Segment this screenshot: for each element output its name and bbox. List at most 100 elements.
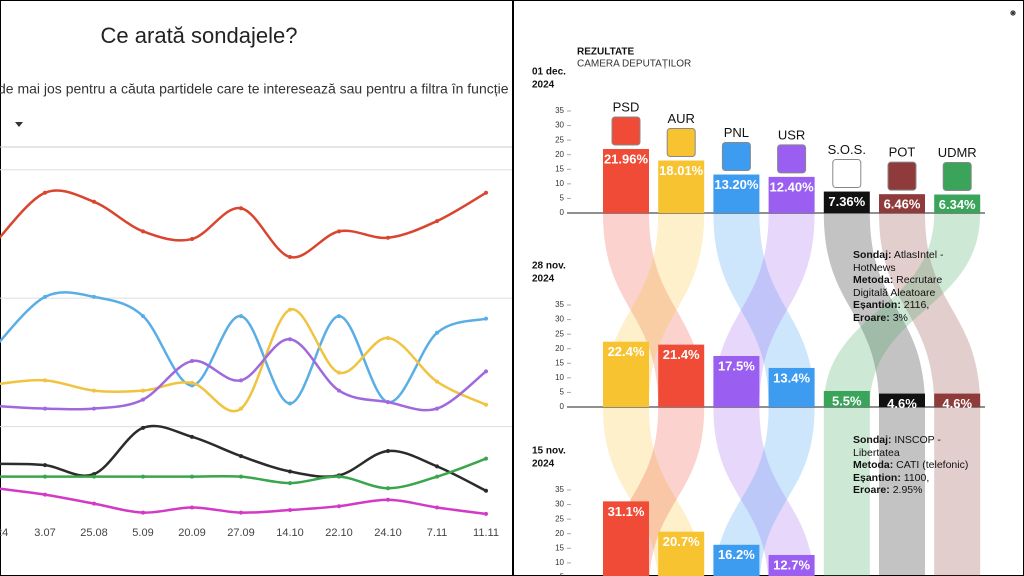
value-label: 17.5% bbox=[718, 358, 755, 373]
value-label: 18.01% bbox=[659, 163, 704, 178]
bar bbox=[768, 176, 815, 213]
bar bbox=[934, 194, 981, 213]
value-label: 4.6% bbox=[887, 396, 917, 411]
point bbox=[190, 474, 194, 479]
party-label: S.O.S. bbox=[828, 142, 866, 157]
point bbox=[92, 294, 96, 299]
y-tick-label: 10 bbox=[555, 373, 564, 382]
note-line: Eroare: 3% bbox=[853, 312, 971, 325]
point bbox=[288, 401, 292, 406]
point bbox=[386, 486, 390, 491]
point bbox=[141, 314, 145, 319]
point bbox=[141, 425, 145, 430]
note-text: 2116, bbox=[903, 299, 930, 312]
date-label: 15 nov. bbox=[532, 446, 566, 457]
dropdown-arrow[interactable] bbox=[15, 122, 23, 127]
bar bbox=[603, 149, 649, 213]
party-label: UDMR bbox=[938, 145, 977, 160]
point bbox=[435, 219, 439, 224]
point bbox=[484, 511, 488, 516]
value-label: 31.1% bbox=[608, 504, 645, 519]
bar bbox=[658, 531, 705, 576]
point bbox=[435, 379, 439, 384]
y-tick-label: 25 bbox=[555, 329, 564, 338]
ribbon bbox=[879, 213, 981, 407]
y-tick-label: 0 bbox=[560, 402, 565, 411]
point bbox=[43, 294, 47, 299]
value-label: 22.4% bbox=[608, 344, 645, 359]
party-label: AUR bbox=[667, 111, 694, 126]
bar bbox=[658, 344, 705, 407]
date-label: 2024 bbox=[532, 274, 555, 285]
point bbox=[43, 463, 47, 468]
bar bbox=[823, 390, 870, 407]
value-label: 6.46% bbox=[884, 197, 921, 212]
note-text: INSCOP - Libertatea bbox=[853, 434, 941, 459]
note-key: Eroare: bbox=[853, 484, 890, 497]
note-line: Eroare: 2.95% bbox=[853, 484, 971, 497]
bar bbox=[934, 393, 981, 407]
point bbox=[484, 190, 488, 195]
point bbox=[141, 397, 145, 402]
value-label: 12.40% bbox=[770, 179, 815, 194]
y-tick-label: 10 bbox=[555, 558, 564, 567]
date-label: 01 dec. bbox=[532, 67, 566, 78]
panel-title: REZULTATE bbox=[577, 47, 635, 58]
bar bbox=[713, 174, 760, 213]
line bbox=[0, 189, 487, 259]
note-key: Sondaj: bbox=[853, 249, 892, 261]
note-line: Eșantion: 2116, bbox=[853, 299, 971, 312]
point bbox=[190, 237, 194, 242]
bar bbox=[603, 501, 649, 576]
y-tick-label: 10 bbox=[555, 179, 564, 188]
bar bbox=[658, 160, 705, 213]
date-label: 2024 bbox=[532, 459, 555, 470]
line-panel: Ce arată sondajele? de mai jos pentru a … bbox=[0, 23, 512, 539]
x-tick-label: 11.11 bbox=[473, 527, 499, 539]
note-text: 2.95% bbox=[892, 484, 923, 497]
ribbon bbox=[823, 213, 925, 407]
ribbon bbox=[879, 407, 925, 576]
value-label: 4.6% bbox=[942, 396, 972, 411]
point bbox=[337, 388, 341, 393]
note-line: Metoda: Recrutare Digitală Aleatoare bbox=[853, 274, 971, 299]
point bbox=[386, 448, 390, 453]
ribbon bbox=[934, 407, 981, 576]
x-tick-label: 24.10 bbox=[374, 527, 402, 539]
y-tick-label: 5 bbox=[560, 194, 565, 203]
y-tick-label: 15 bbox=[555, 358, 564, 367]
line bbox=[0, 291, 487, 405]
note-text: CATI (telefonic) bbox=[896, 459, 969, 472]
point bbox=[435, 505, 439, 510]
point bbox=[239, 406, 243, 411]
point bbox=[386, 497, 390, 502]
point bbox=[337, 504, 341, 509]
point bbox=[239, 474, 243, 479]
point bbox=[92, 501, 96, 506]
point bbox=[337, 370, 341, 375]
y-tick-label: 0 bbox=[560, 208, 565, 217]
point bbox=[386, 335, 390, 340]
note-key: Eșantion: bbox=[853, 471, 901, 484]
point bbox=[386, 400, 390, 405]
y-tick-label: 30 bbox=[555, 121, 564, 130]
x-tick-label: 3.07 bbox=[34, 527, 55, 539]
point bbox=[92, 199, 96, 204]
value-label: 21.4% bbox=[663, 347, 700, 362]
point bbox=[484, 316, 488, 321]
y-tick-label: 5 bbox=[560, 573, 565, 576]
ribbon bbox=[714, 407, 815, 576]
point bbox=[141, 510, 145, 515]
point bbox=[435, 474, 439, 479]
x-tick-label: 14.10 bbox=[276, 527, 304, 539]
note-text: AtlasIntel - HotNews bbox=[853, 249, 944, 274]
value-label: 20.7% bbox=[663, 534, 700, 549]
point bbox=[239, 378, 243, 383]
line bbox=[0, 424, 487, 492]
value-label: 5.5% bbox=[832, 393, 862, 408]
point bbox=[239, 314, 243, 319]
poll-note: Sondaj: AtlasIntel - HotNews Metoda: Recr… bbox=[853, 249, 971, 325]
ribbon bbox=[823, 407, 870, 576]
point bbox=[288, 469, 292, 474]
